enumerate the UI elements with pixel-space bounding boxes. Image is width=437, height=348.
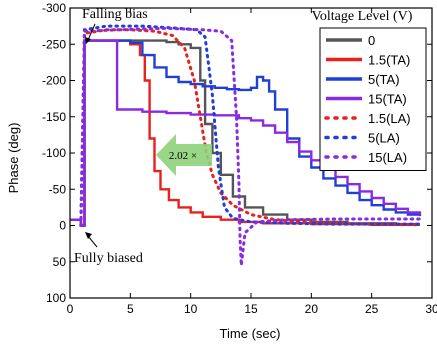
y-axis-title: Phase (deg) [6,123,21,194]
y-tick-label: -150 [42,110,66,124]
legend-label: 0 [368,33,375,48]
series-line-3 [70,39,422,227]
legend-label: 1.5(TA) [368,53,410,68]
series-dotted-5 [79,24,422,227]
falling-bias-arrowhead [85,37,91,44]
falling-bias-annotation: Falling bias [82,7,148,22]
series-line-2 [70,39,422,227]
legend-title: Voltage Level (V) [312,9,413,24]
x-tick-label: 10 [184,302,198,316]
legend-label: 15(TA) [368,92,407,107]
x-tick-label: 0 [67,302,74,316]
x-axis-title: Time (sec) [220,326,281,341]
falling-bias-arrow [87,23,96,41]
speedup-arrow [156,134,212,176]
y-tick-label: -50 [49,182,67,196]
x-tick-label: 15 [244,302,258,316]
x-tick-label: 20 [305,302,319,316]
fully-biased-annotation: Fully biased [74,251,143,266]
x-tick-label: 30 [425,302,437,316]
legend-label: 1.5(LA) [368,111,411,126]
fully-biased-arrow [87,235,98,248]
legend-label: 5(TA) [368,72,400,87]
legend-label: 5(LA) [368,131,400,146]
x-tick-label: 5 [127,302,134,316]
y-tick-label: -100 [42,146,66,160]
y-tick-label: 100 [46,291,66,305]
legend: 0 1.5(TA) 5(TA) 15(TA) 1.5(LA) 5(LA) 15(LA) [319,27,427,171]
y-tick-label: -250 [42,37,66,51]
series-layer [70,24,422,266]
speedup-label: 2.02 × [169,150,197,162]
fully-biased-arrowhead [85,232,92,239]
legend-label: 15(LA) [368,150,407,165]
y-tick-label: 0 [59,219,66,233]
y-tick-label: 50 [53,255,67,269]
series-dotted-6 [79,26,422,266]
y-tick-label: -300 [42,1,66,15]
axes: 0 5 10 15 20 25 30 -300 -250 -200 -150 -100 -50 0 50 10… [42,1,437,316]
y-tick-label: -200 [42,74,66,88]
x-tick-label: 25 [365,302,379,316]
